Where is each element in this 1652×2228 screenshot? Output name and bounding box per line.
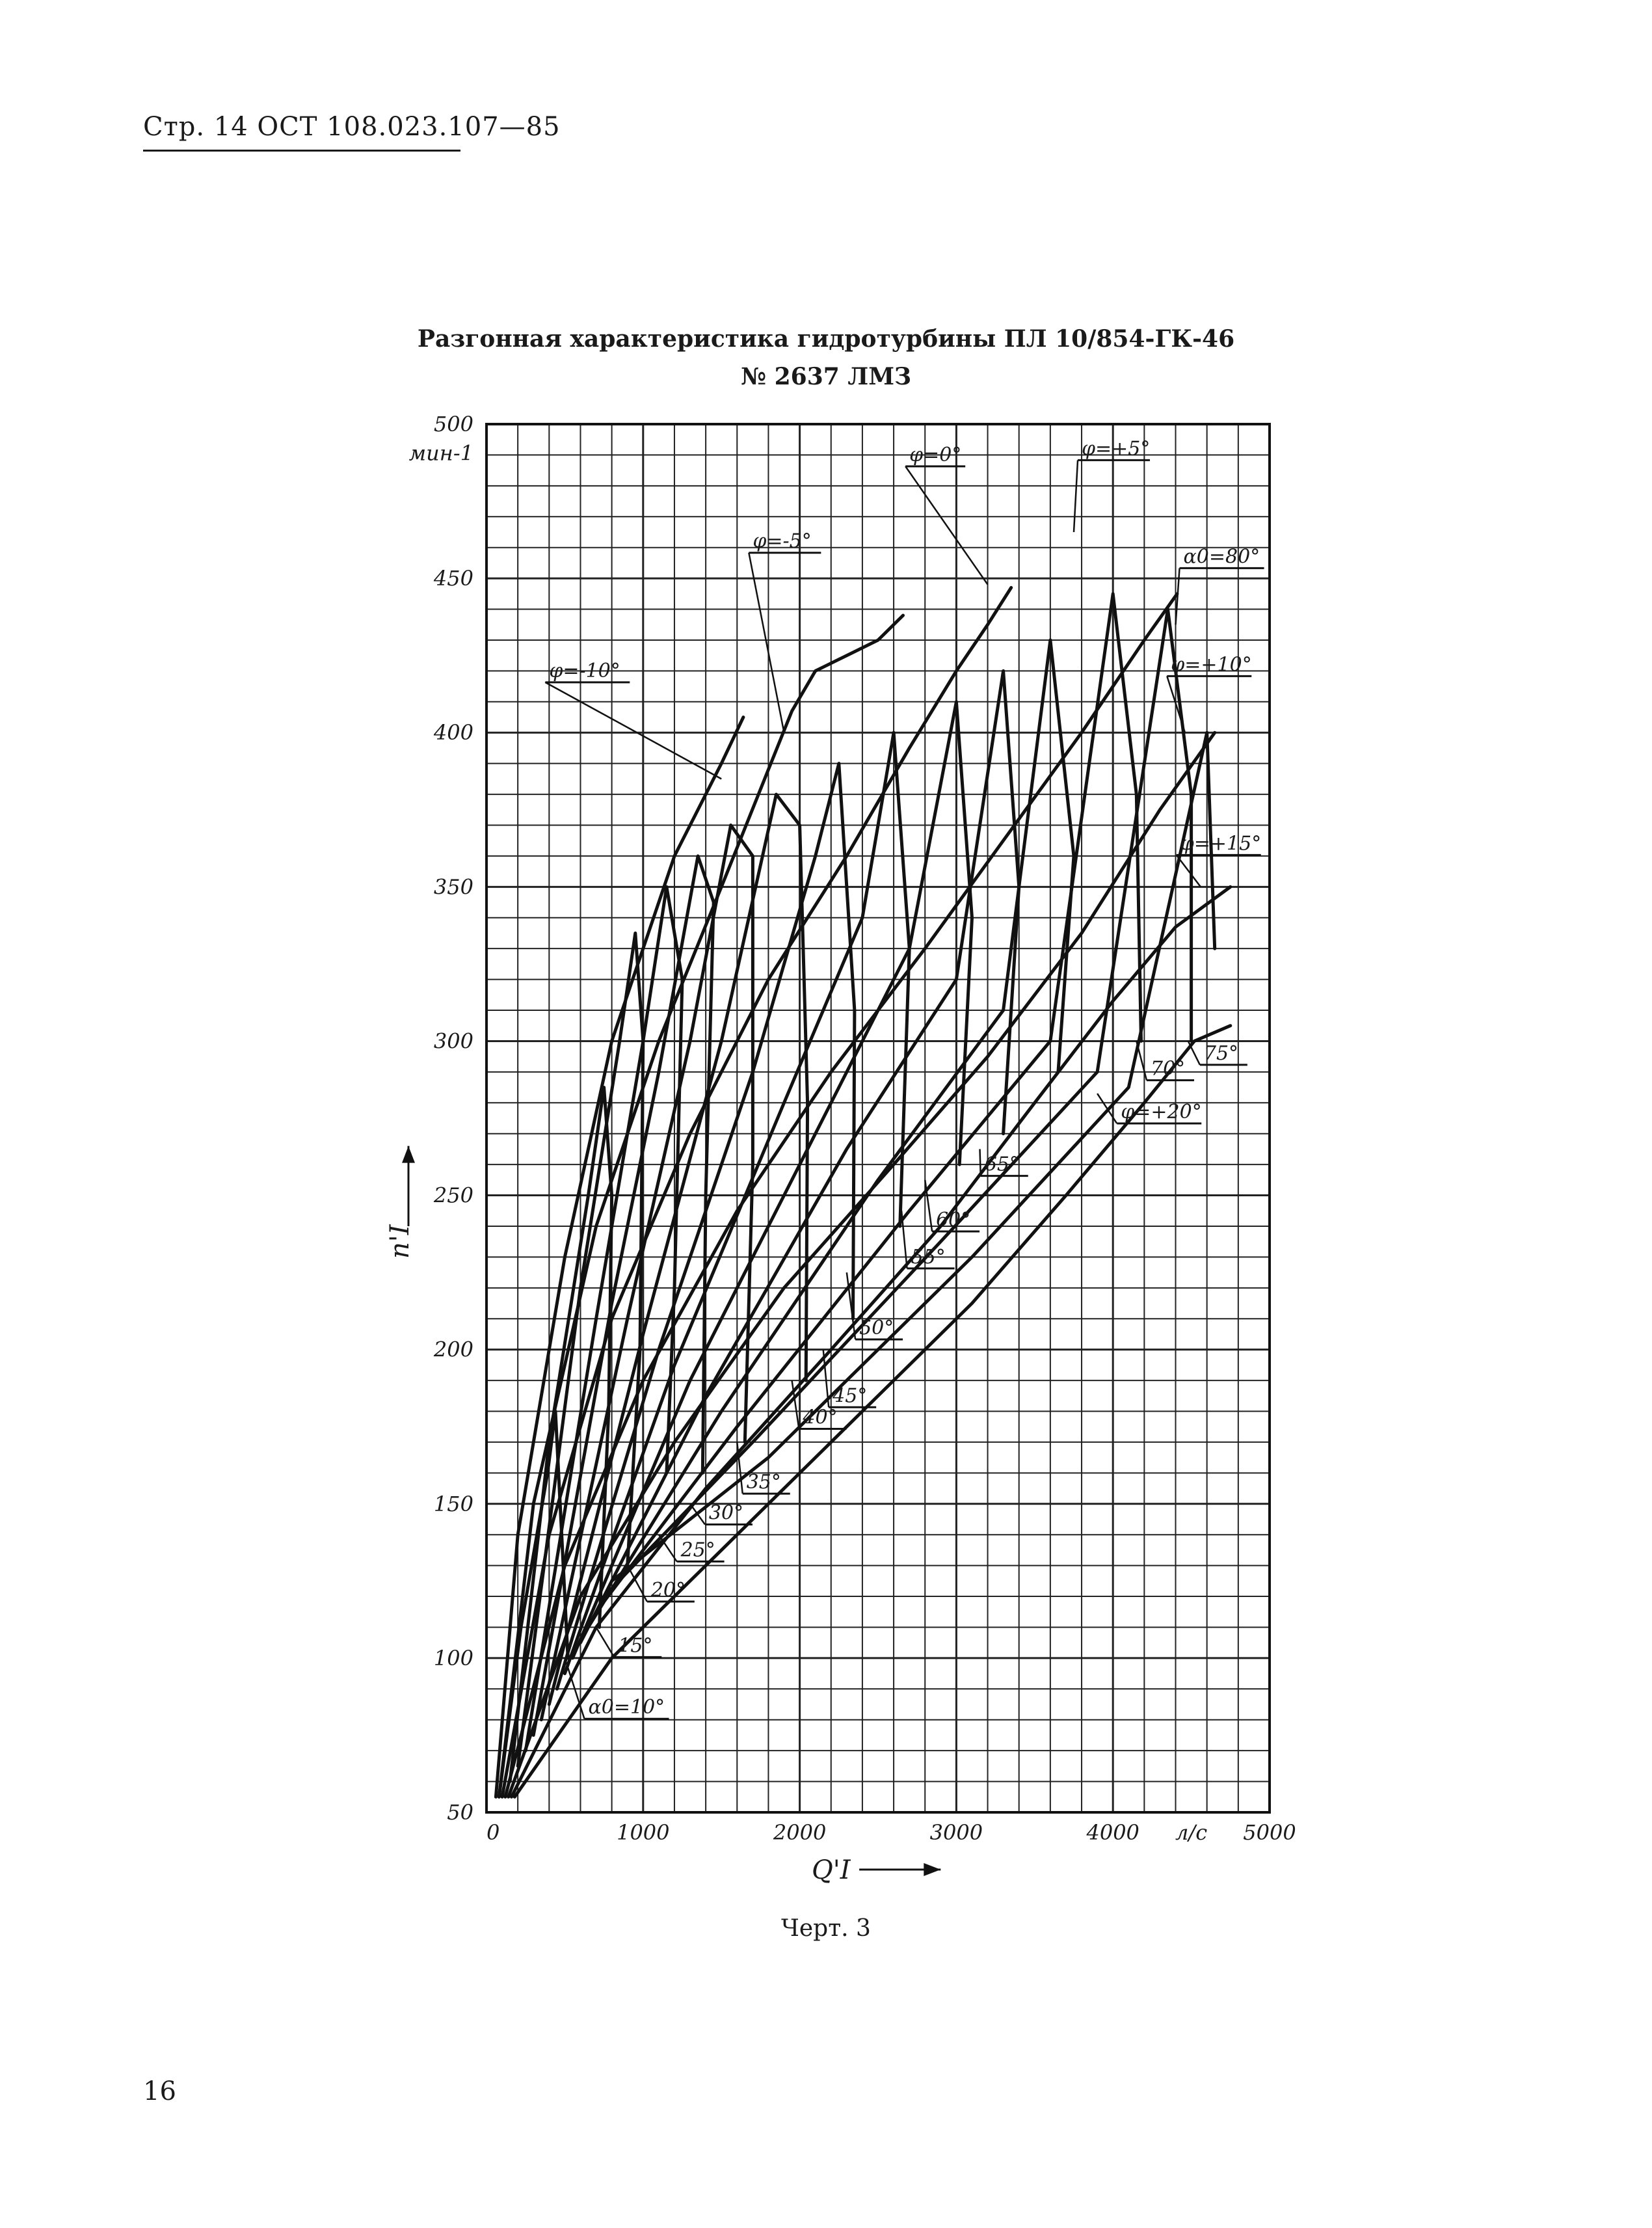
phi-leader-line	[1166, 675, 1186, 733]
alpha-curve	[587, 638, 1076, 1629]
plot-frame	[485, 423, 1271, 1814]
alpha-curve	[531, 854, 715, 1737]
alpha-leader-line	[979, 1149, 981, 1176]
figure-caption: Черт. 3	[781, 1915, 871, 1942]
phi-curve	[494, 716, 745, 1799]
y-tick-label: 200	[433, 1337, 473, 1362]
phi-leader-line	[1072, 460, 1079, 533]
phi-label: φ=-5°	[753, 530, 811, 553]
x-tick-label: 3000	[930, 1820, 983, 1845]
y-tick-label: 150	[434, 1492, 473, 1516]
alpha-leader-line	[846, 1272, 857, 1340]
alpha-label: 55°	[911, 1246, 946, 1268]
y-tick-label: 450	[433, 566, 473, 591]
alpha-label: 15°	[618, 1634, 652, 1657]
alpha-label: 25°	[680, 1538, 715, 1561]
alpha-leader-line	[736, 1442, 743, 1494]
chart-curves	[494, 585, 1232, 1799]
y-tick-label: 500	[434, 412, 473, 436]
phi-leader-line	[905, 466, 989, 585]
phi-curve	[507, 731, 1217, 1799]
x-unit-label: л/с	[1175, 1820, 1207, 1845]
phi-curve	[510, 885, 1232, 1799]
document-header: Стр. 14 ОСТ 108.023.107—85	[143, 112, 561, 152]
x-axis-label: Q'I	[812, 1855, 851, 1885]
y-tick-label: 400	[433, 720, 473, 745]
y-tick-label: 50	[447, 1800, 473, 1825]
alpha-label: 45°	[832, 1384, 867, 1407]
alpha-label: 50°	[859, 1317, 894, 1339]
phi-label: φ=0°	[909, 444, 961, 466]
y-axis-label: n'I	[385, 1224, 415, 1259]
alpha-label: 60°	[936, 1209, 970, 1231]
phi-label: φ=+20°	[1121, 1101, 1201, 1123]
x-tick-label: 2000	[773, 1820, 826, 1845]
alpha-leader-line	[658, 1534, 678, 1563]
alpha-curve	[547, 792, 810, 1706]
alpha-curve	[594, 592, 1143, 1614]
header-underline	[143, 150, 460, 152]
alpha-label: 40°	[802, 1406, 837, 1429]
alpha-curve	[602, 608, 1193, 1598]
alpha-leader-line	[924, 1179, 933, 1232]
y-tick-label: 350	[434, 874, 473, 899]
alpha-leader-line	[1136, 1041, 1148, 1080]
chart-title-line1: Разгонная характеристика гидротурбины ПЛ…	[417, 325, 1235, 353]
chart-grid	[485, 423, 1271, 1814]
x-tick-label: 5000	[1243, 1820, 1296, 1845]
chart-title-line2: № 2637 ЛМЗ	[740, 363, 912, 390]
phi-label: φ=+15°	[1180, 832, 1261, 855]
phi-leader-line	[544, 681, 722, 780]
y-tick-label: 100	[434, 1646, 473, 1671]
alpha-leader-line	[1187, 1040, 1201, 1066]
alpha-leader-line	[822, 1349, 830, 1408]
document-reference: Стр. 14 ОСТ 108.023.107—85	[143, 112, 561, 142]
alpha-label: 20°	[650, 1579, 686, 1602]
alpha-leader-line	[1175, 568, 1180, 625]
phi-leader-line	[748, 552, 785, 733]
alpha-curve	[570, 700, 974, 1660]
alpha-curve	[539, 824, 754, 1722]
x-tick-label: 0	[486, 1820, 500, 1845]
chart-series-labels: α0=10° 15° 20° 25° 30°35° 40°45° 50° 55° 60° 65° 7…	[544, 437, 1264, 1720]
alpha-leader-line	[689, 1503, 706, 1525]
alpha-leader-line	[626, 1565, 648, 1602]
phi-label: φ=+5°	[1082, 437, 1150, 460]
chart-axes: 50 100 150 200 250 300 350 400 450 500 мин-1 0 1000 2…	[385, 412, 1296, 1885]
y-axis-arrowhead	[402, 1146, 415, 1163]
x-axis-arrowhead	[924, 1863, 941, 1876]
phi-curve	[500, 585, 1013, 1799]
alpha-label: 70°	[1151, 1058, 1185, 1080]
alpha-leader-line	[595, 1626, 615, 1658]
phi-curve	[497, 613, 905, 1799]
y-tick-label: 300	[434, 1028, 473, 1053]
alpha-label: α0=10°	[589, 1696, 665, 1719]
phi-curve	[503, 592, 1179, 1799]
alpha-label: 65°	[985, 1153, 1019, 1176]
phi-label: φ=-10°	[549, 660, 620, 682]
alpha-curve	[610, 731, 1217, 1583]
alpha-label: α0=80°	[1184, 545, 1260, 568]
phi-leader-line	[1175, 854, 1202, 888]
phi-label: φ=+10°	[1171, 653, 1251, 676]
alpha-curve	[524, 885, 684, 1752]
phi-curve	[513, 1024, 1232, 1799]
y-tick-label: 250	[433, 1183, 473, 1208]
alpha-label: 30°	[709, 1501, 743, 1524]
alpha-label: 35°	[747, 1471, 781, 1494]
x-tick-label: 1000	[617, 1820, 669, 1845]
y-unit-label: мин-1	[409, 440, 473, 465]
x-tick-label: 4000	[1086, 1820, 1139, 1845]
alpha-leader-line	[900, 1211, 908, 1269]
alpha-leader-line	[791, 1380, 800, 1429]
alpha-label: 75°	[1204, 1042, 1238, 1065]
phi-leader-line	[1097, 1093, 1118, 1124]
page-number: 16	[143, 2076, 176, 2106]
alpha-leader-line	[564, 1658, 585, 1719]
